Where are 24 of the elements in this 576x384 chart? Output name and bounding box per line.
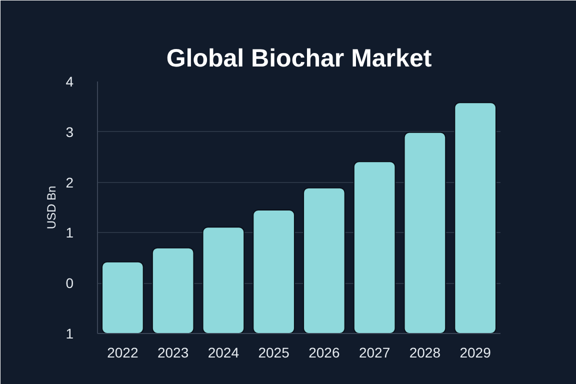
x-tick-label: 2023: [157, 344, 189, 360]
bar: [404, 132, 446, 334]
bar: [202, 226, 245, 334]
y-tick-label: 0: [66, 275, 74, 292]
x-tick-label: 2024: [208, 344, 240, 360]
y-axis-title: USD Bn: [44, 186, 59, 230]
chart-title: Global Biochar Market: [166, 44, 432, 72]
y-tick-label: 1: [66, 326, 74, 342]
x-tick-label: 2022: [107, 344, 138, 360]
y-tick-label: 1: [66, 224, 74, 241]
bar: [102, 261, 144, 334]
y-tick-label: 4: [66, 74, 74, 90]
bar: [152, 247, 194, 334]
x-tick-label: 2025: [258, 344, 290, 360]
x-tick-label: 2026: [308, 344, 340, 360]
y-tick-label: 2: [66, 174, 74, 190]
x-tick-label: 2027: [358, 344, 390, 360]
x-tick-label: 2028: [409, 344, 441, 360]
bar: [252, 210, 295, 334]
bar: [454, 102, 496, 334]
bar: [353, 161, 396, 334]
y-tick-label: 3: [66, 124, 74, 140]
x-tick-label: 2029: [460, 344, 492, 360]
bar: [303, 187, 346, 334]
